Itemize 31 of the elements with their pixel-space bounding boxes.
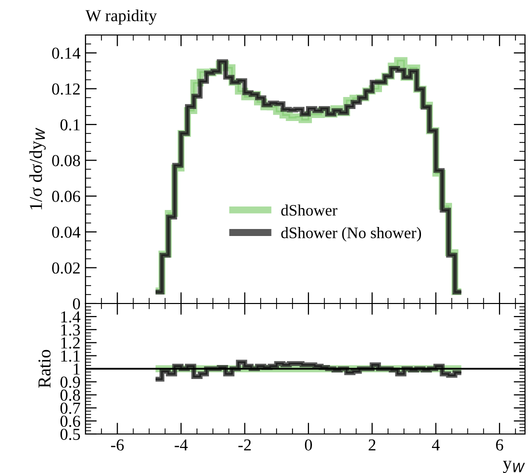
y-tick-label: 0.8 (60, 390, 80, 401)
y-axis-title: Ratio (38, 350, 51, 388)
y-tick-label: 0.02 (52, 262, 80, 274)
y-tick-label: 1.4 (61, 311, 80, 323)
y-tick-label: 1.3 (61, 324, 80, 336)
y-tick-label: 1.1 (61, 350, 80, 362)
series-label: dShower (No shower) (281, 227, 422, 242)
y-tick-label: 1.2 (61, 337, 80, 349)
x-tick-label: -4 (174, 439, 188, 450)
y-tick-label: 0.9 (60, 376, 80, 388)
y-tick-label: 0.5 (60, 428, 80, 440)
y-tick-label: 0.08 (52, 155, 80, 166)
y-tick-label: 0.12 (52, 83, 80, 95)
chart-title: W rapidity (86, 10, 157, 25)
x-tick-label: 6 (496, 439, 504, 451)
y-axis-title: 1/σ dσ/dy$_{W}$ (29, 128, 46, 210)
y-tick-label: 1 (74, 364, 80, 375)
x-tick-label: 2 (368, 439, 376, 450)
x-axis-title: y$_{W}$ (503, 460, 525, 473)
y-tick-label: 0.7 (60, 402, 80, 414)
series-label: dShower (281, 204, 338, 216)
x-tick-label: -2 (238, 439, 251, 450)
x-tick-label: -6 (111, 439, 124, 451)
y-tick-label: 0.1 (60, 119, 80, 131)
y-tick-label: 0.6 (60, 416, 80, 427)
y-tick-label: 0.14 (52, 48, 80, 59)
y-tick-label: 0.06 (52, 190, 80, 202)
y-tick-label: 0.04 (52, 226, 80, 238)
y-tick-label: 0 (72, 298, 80, 310)
x-tick-label: 4 (432, 439, 440, 450)
x-tick-label: 0 (304, 439, 312, 451)
